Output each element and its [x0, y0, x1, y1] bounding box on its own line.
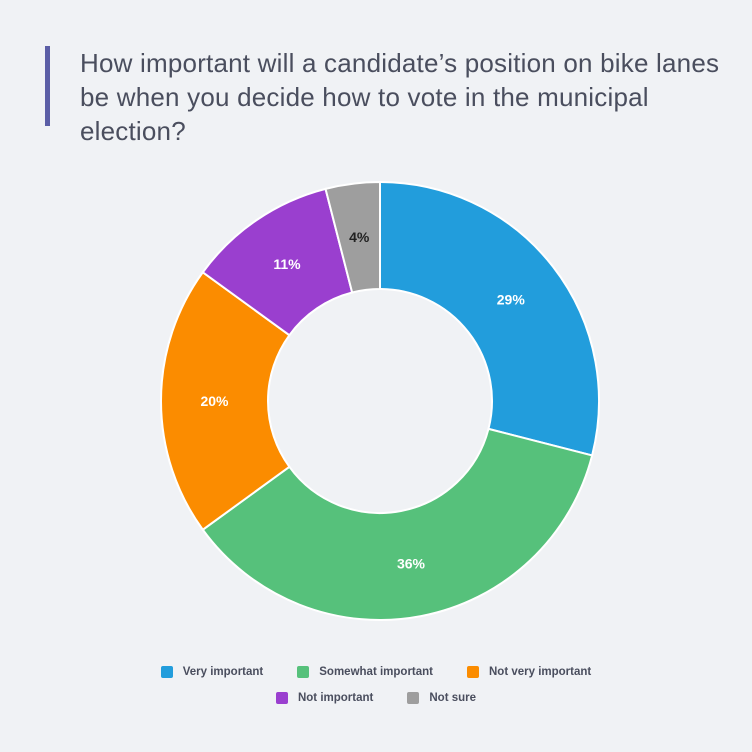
legend-item-not-sure[interactable]: Not sure: [407, 688, 476, 708]
chart-legend: Very important Somewhat important Not very…: [0, 662, 752, 714]
legend-swatch: [297, 666, 310, 678]
legend-label: Not sure: [429, 692, 477, 704]
legend-swatch: [407, 692, 420, 704]
legend-item-not-important[interactable]: Not important: [275, 688, 374, 708]
title-accent-bar: [45, 46, 50, 126]
legend-label: Very important: [182, 666, 264, 678]
legend-swatch: [275, 692, 288, 704]
slice-not-sure: [324, 180, 381, 294]
slice-somewhat-important: [201, 427, 594, 621]
data-label-somewhat-important: 36%: [397, 556, 426, 572]
legend-label: Not very important: [489, 666, 592, 678]
legend-item-not-very-important[interactable]: Not very important: [467, 662, 591, 682]
legend-label: Not important: [297, 692, 374, 704]
slice-not-very-important: [160, 270, 291, 532]
data-label-not-important: 11%: [273, 256, 301, 272]
slice-very-important: [379, 180, 600, 457]
data-label-not-sure: 4%: [349, 229, 370, 245]
legend-swatch: [160, 666, 173, 678]
legend-item-very-important[interactable]: Very important: [160, 662, 264, 682]
legend-label: Somewhat important: [319, 666, 433, 678]
donut-chart: 29% 36% 20% 11% 4%: [160, 180, 600, 621]
chart-title: How important will a candidate’s positio…: [80, 48, 720, 146]
data-label-very-important: 29%: [497, 292, 526, 308]
legend-row: Very important Somewhat important Not very…: [0, 662, 752, 682]
legend-row: Not important Not sure: [0, 688, 752, 708]
legend-swatch: [467, 666, 479, 678]
data-label-not-very-important: 20%: [200, 393, 229, 409]
legend-item-somewhat-important[interactable]: Somewhat important: [297, 662, 433, 682]
